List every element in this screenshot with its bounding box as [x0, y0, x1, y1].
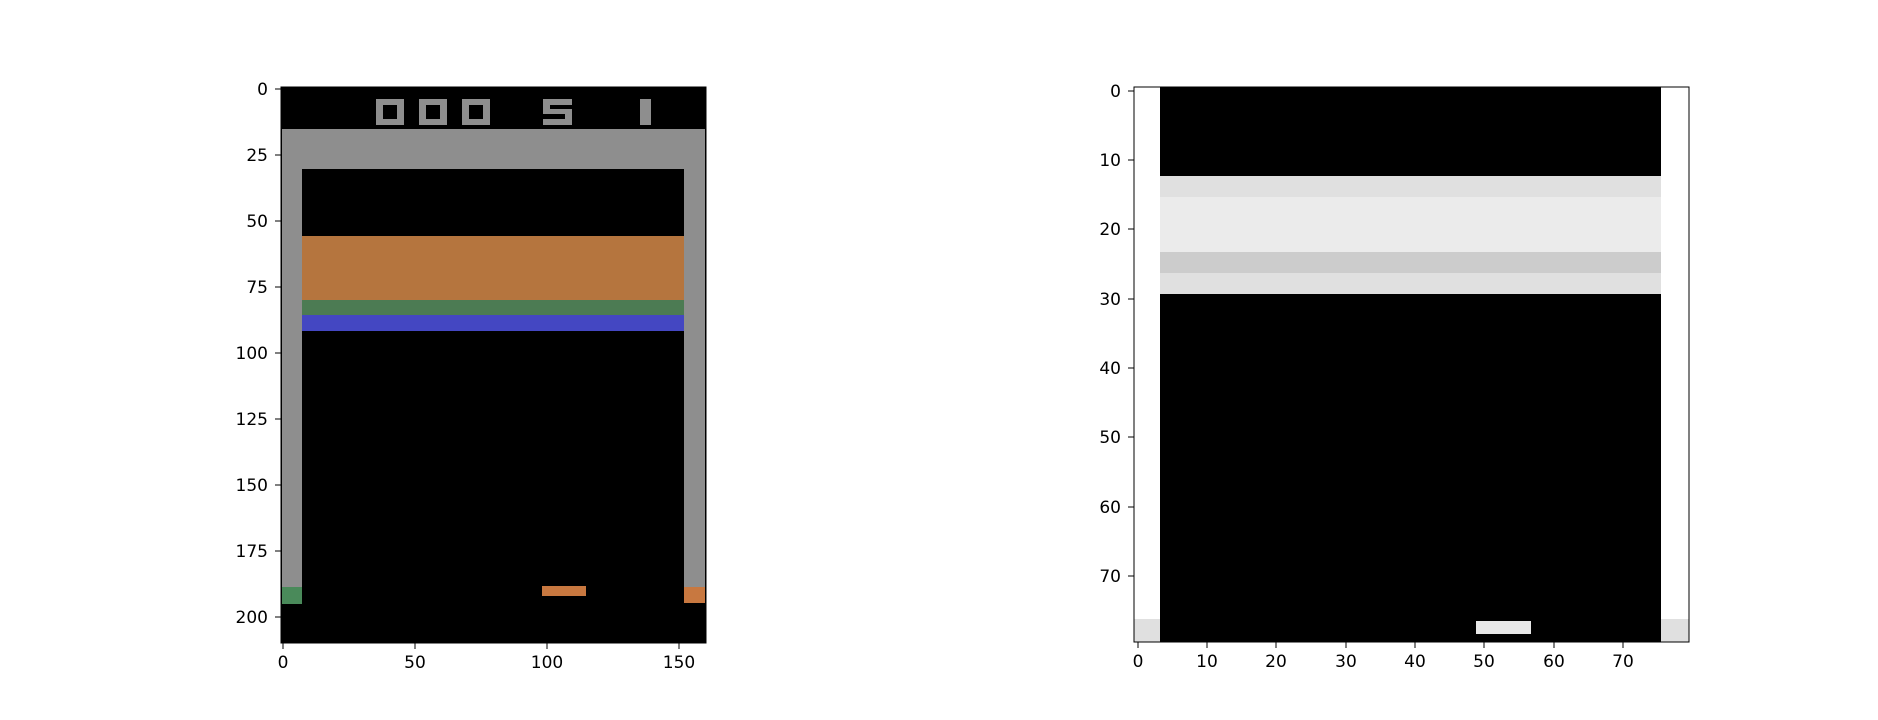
preprocessed-frame-border — [1133, 86, 1690, 643]
left-wall — [282, 129, 302, 604]
x-tick-label: 30 — [1335, 652, 1357, 672]
score-digit-4 — [543, 99, 572, 125]
brick-rows — [1160, 176, 1661, 294]
brick-row-green — [302, 300, 684, 315]
x-tick-label: 70 — [1612, 652, 1634, 672]
x-tick-label: 60 — [1543, 652, 1565, 672]
raw-frame-y-axis — [275, 88, 281, 618]
y-tick-label: 200 — [236, 608, 268, 628]
score-digit-5 — [640, 99, 651, 125]
raw-frame-background — [281, 87, 706, 643]
y-tick-label: 125 — [236, 410, 268, 430]
right-wall — [1661, 87, 1689, 619]
score-digit-3 — [462, 99, 490, 125]
y-tick-label: 175 — [236, 542, 268, 562]
x-tick-label: 20 — [1265, 652, 1287, 672]
x-tick-label: 40 — [1404, 652, 1426, 672]
score-digit-2 — [419, 99, 447, 125]
x-tick-label: 0 — [278, 653, 289, 673]
left-wall-tip — [282, 587, 302, 604]
y-tick-label: 20 — [1099, 220, 1121, 240]
top-wall — [282, 129, 705, 169]
y-tick-label: 50 — [246, 212, 268, 232]
y-tick-label: 0 — [257, 80, 268, 100]
raw-frame-panel: 0 25 50 75 100 125 150 175 200 0 50 100 … — [236, 80, 707, 673]
brick-row — [1160, 273, 1661, 294]
x-tick-label: 50 — [1473, 652, 1495, 672]
raw-frame-x-axis — [282, 643, 680, 649]
preprocessed-frame-background — [1134, 87, 1689, 642]
y-tick-label: 30 — [1099, 290, 1121, 310]
brick-row — [1160, 252, 1661, 273]
y-tick-label: 40 — [1099, 359, 1121, 379]
right-wall-tip — [684, 587, 705, 603]
y-tick-label: 75 — [246, 278, 268, 298]
left-wall-tip — [1134, 619, 1160, 642]
paddle — [1476, 621, 1531, 634]
left-wall — [1134, 87, 1160, 619]
x-tick-label: 10 — [1196, 652, 1218, 672]
raw-frame-x-tick-labels: 0 50 100 150 — [278, 653, 696, 673]
preprocessed-frame-y-axis — [1128, 90, 1134, 577]
right-wall — [684, 129, 705, 603]
x-tick-label: 50 — [404, 653, 426, 673]
score-digit-1 — [376, 99, 404, 125]
x-tick-label: 100 — [531, 653, 563, 673]
x-tick-label: 150 — [663, 653, 695, 673]
brick-row — [1160, 219, 1661, 235]
raw-frame-y-tick-labels: 0 25 50 75 100 125 150 175 200 — [236, 80, 268, 628]
preprocessed-frame-x-axis — [1137, 642, 1624, 648]
preprocessed-frame-y-tick-labels: 0 10 20 30 40 50 60 70 — [1099, 82, 1121, 587]
brick-row-orange — [302, 236, 684, 300]
brick-row — [1160, 235, 1661, 252]
brick-row — [1160, 197, 1661, 219]
y-tick-label: 0 — [1110, 82, 1121, 102]
y-tick-label: 100 — [236, 344, 268, 364]
preprocessed-frame-panel: 0 10 20 30 40 50 60 70 0 10 20 30 40 50 — [1099, 82, 1690, 672]
brick-row-blue — [302, 315, 684, 331]
brick-rows — [302, 236, 684, 331]
y-tick-label: 50 — [1099, 428, 1121, 448]
raw-frame-border — [280, 86, 707, 644]
right-wall-tip — [1661, 619, 1689, 642]
preprocessed-frame-x-tick-labels: 0 10 20 30 40 50 60 70 — [1133, 652, 1634, 672]
y-tick-label: 10 — [1099, 151, 1121, 171]
y-tick-label: 70 — [1099, 567, 1121, 587]
brick-row — [1160, 176, 1661, 197]
y-tick-label: 60 — [1099, 498, 1121, 518]
score-display — [376, 99, 651, 125]
y-tick-label: 25 — [246, 146, 268, 166]
x-tick-label: 0 — [1133, 652, 1144, 672]
paddle — [542, 586, 586, 596]
y-tick-label: 150 — [236, 476, 268, 496]
